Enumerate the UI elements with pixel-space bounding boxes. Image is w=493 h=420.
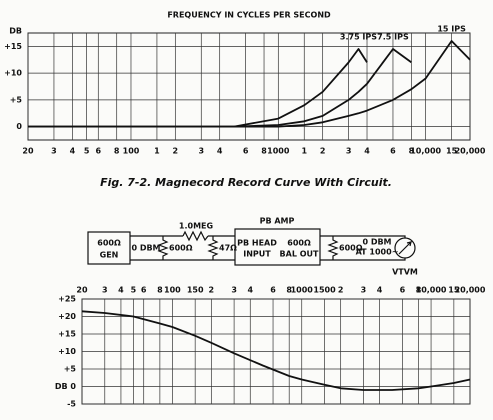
resistor-label: 1.0MEG [179,222,213,231]
resistor [327,236,339,260]
y-tick-label: 0 [16,122,22,131]
chart-title: FREQUENCY IN CYCLES PER SECOND [167,11,331,20]
x-tick-label: 100 [123,147,140,156]
x-tick-label: 8 [286,286,292,295]
output-level: 0 DBM [362,238,391,247]
x-tick-label: 5 [84,147,90,156]
x-tick-label: 4 [377,286,383,295]
amp-input: PB HEAD [237,239,277,248]
x-tick-label: 20,000 [455,286,486,295]
y-tick-label: +5 [10,95,23,104]
x-tick-label: 3 [346,147,352,156]
y-axis-label: DB [9,27,22,36]
x-tick-label: 1000 [267,147,290,156]
meter [394,237,416,259]
x-tick-label: 6 [96,147,102,156]
line-series [28,40,471,128]
y-tick-label: +25 [58,295,76,304]
amp-label: PB AMP [260,217,295,226]
x-tick-label: 20 [22,147,34,156]
y-tick-label: +5 [64,365,77,374]
amp-output: BAL OUT [280,250,319,259]
amp-input: INPUT [243,250,271,259]
x-tick-label: 150 [187,286,204,295]
series-label: 15 IPS [437,25,466,34]
x-tick-label: 3 [198,147,204,156]
caption: Fig. 7-2. Magnecord Record Curve With Ci… [100,176,392,189]
amp-box [234,228,321,266]
wire [320,258,406,261]
x-tick-label: 6 [270,286,276,295]
x-tick-label: 4 [118,286,124,295]
x-tick-label: 100 [164,286,181,295]
x-tick-label: 20 [76,286,88,295]
resistor [182,230,209,242]
x-tick-label: 1 [154,147,160,156]
x-tick-label: 15 [446,147,458,156]
x-tick-label: 3 [361,286,367,295]
x-tick-label: 5 [131,286,137,295]
x-tick-label: 2 [320,147,326,156]
x-tick-label: 2 [173,147,179,156]
x-tick-label: 8 [114,147,120,156]
x-tick-label: 15 [448,286,460,295]
y-tick-label: +15 [4,42,22,51]
x-tick-label: 8 [409,147,415,156]
series-label: 3.75 IPS [340,33,377,42]
source-level: 0 DBM [131,244,160,253]
line-series [81,310,471,391]
y-tick-label: +10 [58,347,76,356]
x-tick-label: 8 [416,286,422,295]
wire [320,235,406,238]
x-tick-label: 8 [261,147,267,156]
x-tick-label: 1500 [313,286,336,295]
series-label: 7.5 IPS [377,33,409,42]
x-tick-label: 4 [364,147,370,156]
x-tick-label: 2 [209,286,215,295]
y-tick-label: -5 [67,400,76,409]
meter-needle [398,240,413,255]
generator-box [87,231,131,265]
x-tick-label: 6 [243,147,249,156]
resistor-label: 600Ω [339,244,363,253]
x-tick-label: 6 [141,286,147,295]
circuit-diagram: PB AMP 600Ω GEN 0 DBM 600Ω 1.0MEG 47Ω PB… [87,217,418,277]
x-tick-label: 1000 [291,286,314,295]
x-tick-label: 3 [231,286,237,295]
resistor [157,236,169,260]
x-tick-label: 4 [217,147,223,156]
x-tick-label: 3 [51,147,57,156]
output-level: AT 1000~ [356,248,399,257]
x-tick-label: 8 [157,286,163,295]
line-series [28,48,368,128]
x-tick-label: 2 [338,286,344,295]
x-tick-label: 6 [390,147,396,156]
y-tick-label: +15 [58,330,76,339]
x-tick-label: 4 [70,147,76,156]
resistor [207,236,219,260]
x-tick-label: 4 [247,286,253,295]
x-tick-label: 1 [301,147,307,156]
x-tick-label: 10,000 [410,147,441,156]
y-tick-label: +20 [58,312,76,321]
meter-label: VTVM [392,268,418,277]
x-tick-label: 20,000 [455,147,486,156]
generator-label: GEN [100,251,119,260]
y-tick-label: +10 [4,69,22,78]
resistor-label: 47Ω [219,244,237,253]
generator-label: 600Ω [97,239,121,248]
y-tick-label: DB 0 [55,382,77,391]
x-tick-label: 6 [400,286,406,295]
x-tick-label: 3 [102,286,108,295]
amp-output: 600Ω [287,239,311,248]
resistor-label: 600Ω [169,244,193,253]
x-tick-label: 10,000 [416,286,447,295]
